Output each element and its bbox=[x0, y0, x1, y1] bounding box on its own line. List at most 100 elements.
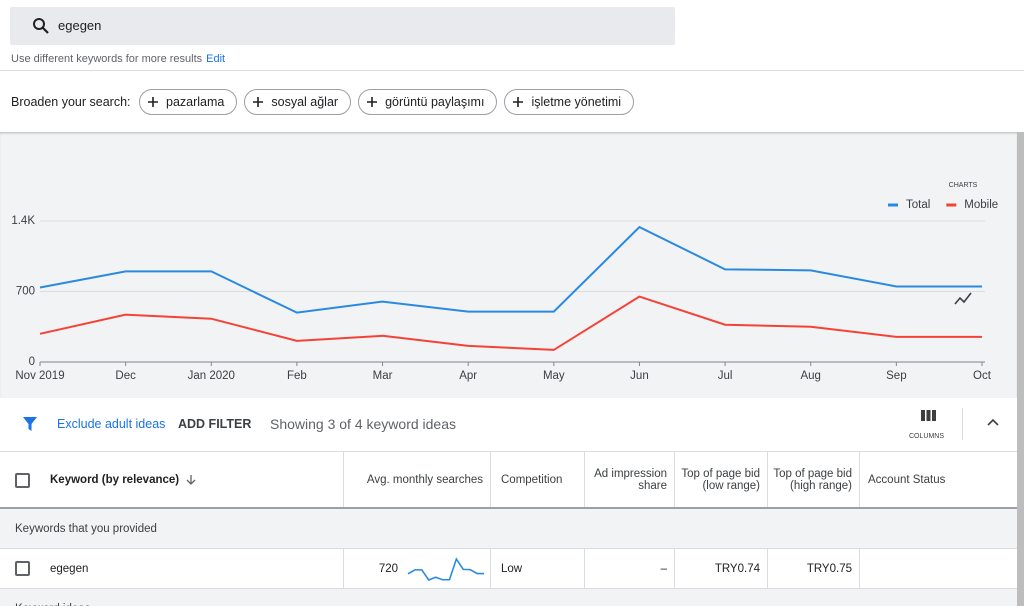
plus-icon bbox=[513, 97, 524, 107]
suggestion-chip[interactable]: görüntü paylaşımı bbox=[358, 89, 498, 115]
separator bbox=[962, 408, 963, 440]
y-tick-label: 1.4K bbox=[11, 215, 35, 227]
x-tick-label: Mar bbox=[373, 370, 393, 382]
column-header[interactable]: Top of page bid (low range) bbox=[674, 452, 767, 508]
keyword-table: Keyword (by relevance) Avg. monthly searc… bbox=[0, 452, 1017, 606]
exclude-adult-link[interactable]: Exclude adult ideas bbox=[57, 417, 166, 431]
sort-arrow bbox=[186, 475, 196, 485]
chart-panel: CHARTS 0 700 1.4K Nov 2019 Dec Jan 2020 Feb Mar… bbox=[0, 132, 1017, 398]
chip-label: pazarlama bbox=[166, 95, 225, 109]
add-filter-button[interactable]: ADD FILTER bbox=[178, 417, 252, 431]
hint-text: Use different keywords for more results bbox=[11, 53, 203, 65]
collapse-icon[interactable] bbox=[987, 418, 999, 428]
row-bg bbox=[0, 549, 1017, 589]
chip-label: sosyal ağlar bbox=[271, 95, 339, 109]
header-label: Keyword (by relevance) bbox=[50, 474, 180, 486]
x-tick-label: Nov 2019 bbox=[15, 370, 64, 382]
header-label: Ad impression share bbox=[594, 468, 667, 492]
plus-icon bbox=[148, 97, 158, 107]
suggestion-chip[interactable]: pazarlama bbox=[139, 89, 238, 115]
header-label: Top of page bid (high range) bbox=[773, 468, 852, 492]
search-bar[interactable]: egegen bbox=[10, 7, 675, 45]
column-header[interactable]: Avg. monthly searches bbox=[343, 452, 490, 508]
group-title: Keyword ideas bbox=[15, 603, 90, 606]
plus-icon bbox=[367, 97, 378, 107]
checkbox[interactable] bbox=[15, 561, 30, 576]
x-tick-label: Oct bbox=[973, 370, 992, 382]
cell-text: egegen bbox=[50, 563, 89, 575]
table-cell: TRY0.74 bbox=[674, 549, 767, 589]
table-cell: TRY0.75 bbox=[767, 549, 859, 589]
suggestion-chip[interactable]: işletme yönetimi bbox=[504, 89, 635, 115]
plus-shape bbox=[253, 97, 264, 107]
header-label: Competition bbox=[501, 474, 563, 486]
charts-icon[interactable] bbox=[954, 292, 972, 305]
search-icon bbox=[33, 18, 49, 34]
chip-label: görüntü paylaşımı bbox=[385, 95, 485, 109]
legend-label[interactable]: Mobile bbox=[964, 199, 998, 211]
header-divider bbox=[0, 507, 1017, 509]
x-tick-label: Jan 2020 bbox=[188, 370, 235, 382]
checkbox[interactable] bbox=[15, 473, 30, 488]
cell-text: Low bbox=[501, 563, 523, 575]
header-label: Account Status bbox=[868, 474, 946, 486]
columns-label[interactable]: COLUMNS bbox=[909, 433, 945, 440]
x-tick-label: Jun bbox=[630, 370, 649, 382]
group-row: Keywords that you provided bbox=[0, 509, 1017, 549]
table-cell: 720 bbox=[343, 549, 490, 589]
column-header[interactable]: Competition bbox=[490, 452, 584, 508]
group-row: Keyword ideas bbox=[0, 589, 1017, 606]
table-cell: – bbox=[584, 549, 674, 589]
series-line bbox=[39, 225, 982, 314]
divider bbox=[0, 451, 1017, 452]
cell-text: 720 bbox=[378, 563, 398, 575]
filter-bar: Exclude adult ideas ADD FILTER Showing 3… bbox=[0, 398, 1017, 452]
cell-text: TRY0.75 bbox=[806, 563, 852, 575]
series-line bbox=[39, 295, 982, 351]
search-query: egegen bbox=[58, 18, 102, 33]
column-header[interactable]: Account Status bbox=[859, 452, 1017, 508]
broaden-label: Broaden your search: bbox=[11, 95, 131, 109]
x-tick-label: Aug bbox=[800, 370, 820, 382]
table-cell bbox=[859, 549, 1017, 589]
plus-shape bbox=[367, 97, 378, 107]
x-tick-label: Sep bbox=[886, 370, 906, 382]
suggestion-chip[interactable]: sosyal ağlar bbox=[244, 89, 352, 115]
cell-text: TRY0.74 bbox=[714, 563, 760, 575]
chart: CHARTS 0 700 1.4K Nov 2019 Dec Jan 2020 Feb Mar… bbox=[11, 182, 998, 382]
column-header[interactable]: Top of page bid (high range) bbox=[767, 452, 859, 508]
cell-text: – bbox=[660, 563, 667, 575]
y-tick-label: 700 bbox=[16, 286, 35, 298]
plus-shape bbox=[148, 97, 158, 107]
group-title: Keywords that you provided bbox=[15, 522, 157, 535]
x-tick-label: May bbox=[543, 370, 565, 382]
x-tick-label: Dec bbox=[115, 370, 136, 382]
sparkline-path bbox=[407, 557, 484, 581]
plus-shape bbox=[513, 97, 524, 107]
search-hint: Use different keywords for more results E… bbox=[11, 53, 225, 65]
charts-button-label[interactable]: CHARTS bbox=[949, 182, 978, 189]
header-label: Top of page bid (low range) bbox=[681, 468, 760, 492]
columns-icon[interactable] bbox=[921, 410, 937, 422]
edit-link[interactable]: Edit bbox=[206, 53, 226, 65]
trend-sparkline bbox=[407, 557, 484, 581]
divider bbox=[0, 70, 1024, 71]
results-summary: Showing 3 of 4 keyword ideas bbox=[270, 416, 456, 432]
arrow-shape bbox=[186, 475, 196, 485]
y-tick-label: 0 bbox=[29, 356, 35, 368]
x-tick-label: Feb bbox=[287, 370, 307, 382]
scrollbar[interactable] bbox=[1017, 132, 1024, 606]
table-cell: egegen bbox=[0, 549, 343, 589]
column-header[interactable]: Ad impression share bbox=[584, 452, 674, 508]
filter-icon[interactable] bbox=[22, 416, 38, 432]
chip-list: pazarlama sosyal ağlar görüntü paylaşımı iş… bbox=[139, 89, 635, 115]
chip-label: işletme yönetimi bbox=[531, 95, 622, 109]
header-label: Avg. monthly searches bbox=[366, 474, 483, 486]
plus-icon bbox=[253, 97, 264, 107]
x-tick-label: Apr bbox=[459, 370, 477, 382]
legend-label[interactable]: Total bbox=[906, 199, 930, 211]
column-header[interactable]: Keyword (by relevance) bbox=[0, 452, 343, 508]
x-tick-label: Jul bbox=[718, 370, 733, 382]
table-cell: Low bbox=[490, 549, 584, 589]
